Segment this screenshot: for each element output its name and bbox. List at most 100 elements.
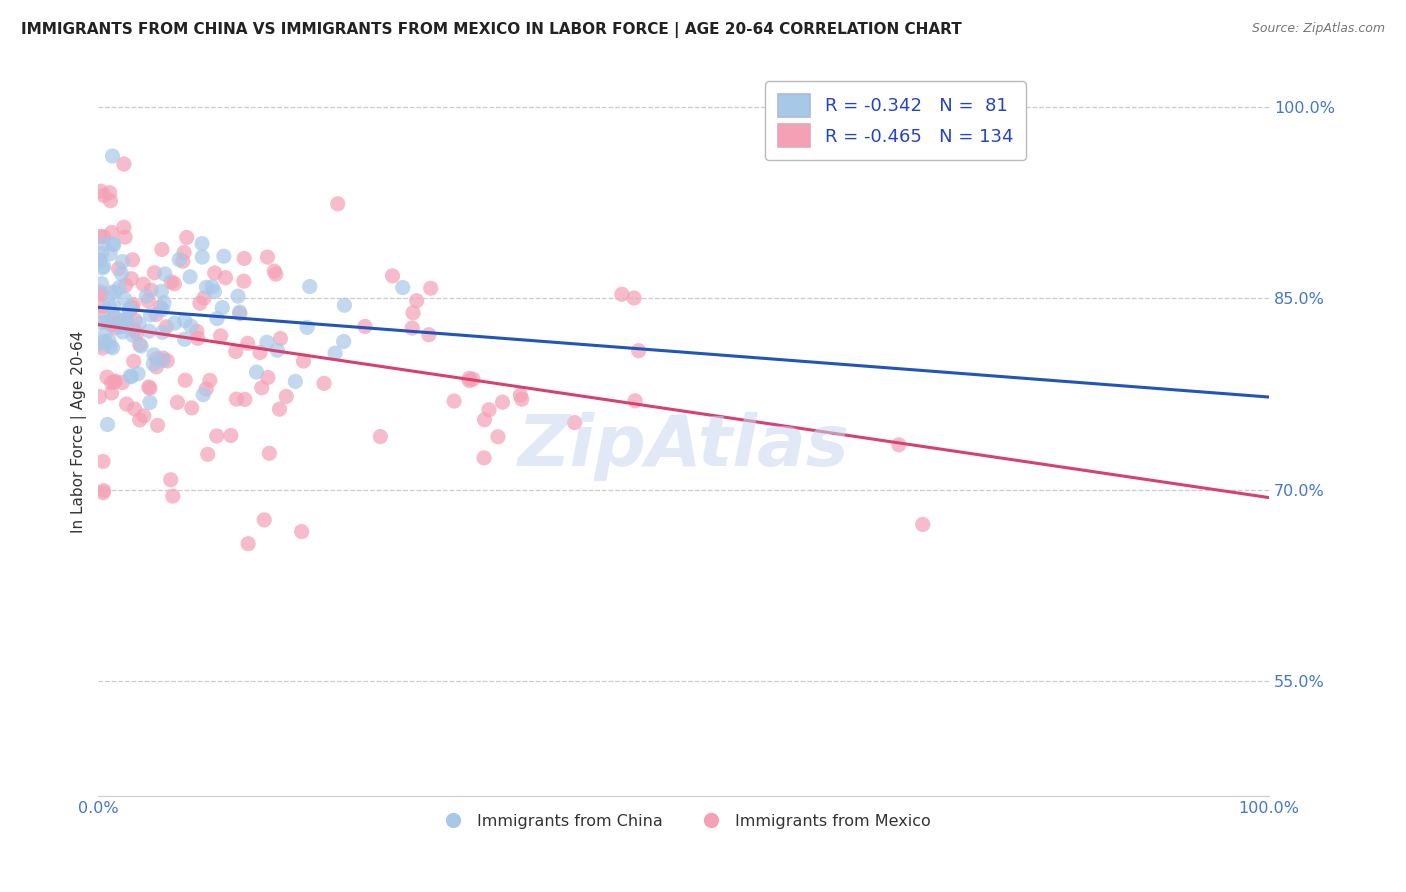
Immigrants from Mexico (110, 317, 132, 331)
Immigrants from Mexico (93, 229, 115, 244)
Immigrants from China (226, 289, 249, 303)
Immigrants from Mexico (214, 270, 236, 285)
Immigrants from China (93, 260, 115, 274)
Immigrants from China (298, 279, 321, 293)
Immigrants from China (139, 395, 162, 409)
Immigrants from Mexico (136, 293, 159, 308)
Immigrants from China (118, 302, 141, 317)
Immigrants from Mexico (89, 229, 111, 244)
Immigrants from China (142, 348, 165, 362)
Immigrants from China (110, 267, 132, 281)
Immigrants from China (89, 337, 111, 351)
Immigrants from Mexico (98, 186, 121, 200)
Immigrants from Mexico (89, 285, 111, 299)
Immigrants from Mexico (121, 252, 143, 267)
Immigrants from Mexico (124, 313, 146, 327)
Immigrants from China (122, 328, 145, 343)
Immigrants from Mexico (418, 327, 440, 342)
Immigrants from Mexico (623, 291, 645, 305)
Immigrants from Mexico (236, 336, 259, 351)
Immigrants from China (202, 285, 225, 299)
Immigrants from China (127, 367, 149, 381)
Immigrants from Mexico (204, 266, 226, 280)
Immigrants from China (153, 295, 176, 310)
Immigrants from Mexico (478, 402, 501, 417)
Immigrants from China (195, 280, 218, 294)
Immigrants from Mexico (368, 429, 391, 443)
Immigrants from Mexico (510, 392, 533, 406)
Immigrants from China (111, 325, 134, 339)
Immigrants from Mexico (96, 370, 118, 384)
Immigrants from Mexico (238, 537, 260, 551)
Immigrants from Mexico (509, 388, 531, 402)
Immigrants from Mexico (139, 283, 162, 297)
Immigrants from China (191, 250, 214, 264)
Immigrants from Mexico (187, 331, 209, 345)
Text: Source: ZipAtlas.com: Source: ZipAtlas.com (1251, 22, 1385, 36)
Immigrants from Mexico (138, 380, 160, 394)
Immigrants from Mexico (122, 297, 145, 311)
Immigrants from Mexico (93, 188, 115, 202)
Immigrants from Mexico (162, 489, 184, 503)
Immigrants from Mexico (112, 220, 135, 235)
Immigrants from China (150, 285, 173, 299)
Immigrants from China (129, 339, 152, 353)
Immigrants from China (163, 316, 186, 330)
Immigrants from Mexico (276, 389, 298, 403)
Immigrants from Mexico (121, 301, 143, 315)
Immigrants from China (118, 301, 141, 316)
Immigrants from Mexico (114, 313, 136, 327)
Immigrants from Mexico (292, 354, 315, 368)
Immigrants from China (94, 315, 117, 329)
Immigrants from Mexico (401, 321, 423, 335)
Immigrants from Mexico (624, 393, 647, 408)
Immigrants from China (191, 236, 214, 251)
Immigrants from Mexico (232, 274, 254, 288)
Immigrants from Mexico (145, 308, 167, 322)
Immigrants from China (284, 375, 307, 389)
Immigrants from China (211, 301, 233, 315)
Immigrants from Mexico (257, 370, 280, 384)
Immigrants from China (108, 280, 131, 294)
Immigrants from China (112, 312, 135, 326)
Immigrants from Mexico (229, 307, 252, 321)
Immigrants from China (103, 237, 125, 252)
Immigrants from China (93, 334, 115, 348)
Immigrants from China (104, 285, 127, 299)
Immigrants from Mexico (419, 281, 441, 295)
Immigrants from China (103, 300, 125, 314)
Immigrants from Mexico (104, 310, 127, 325)
Immigrants from China (114, 292, 136, 306)
Immigrants from Mexico (249, 345, 271, 359)
Immigrants from China (332, 334, 354, 349)
Immigrants from Mexico (911, 517, 934, 532)
Immigrants from Mexico (91, 299, 114, 313)
Immigrants from Mexico (160, 275, 183, 289)
Immigrants from China (103, 310, 125, 324)
Immigrants from Mexico (269, 402, 291, 417)
Immigrants from China (101, 341, 124, 355)
Immigrants from China (112, 319, 135, 334)
Immigrants from Mexico (152, 351, 174, 365)
Immigrants from China (173, 313, 195, 327)
Immigrants from China (201, 279, 224, 293)
Immigrants from Mexico (104, 374, 127, 388)
Immigrants from Mexico (326, 197, 349, 211)
Immigrants from China (169, 252, 191, 267)
Immigrants from Mexico (155, 319, 177, 334)
Immigrants from China (266, 343, 288, 358)
Immigrants from Mexico (253, 513, 276, 527)
Immigrants from China (94, 327, 117, 342)
Immigrants from Mexico (269, 332, 291, 346)
Immigrants from China (150, 302, 173, 317)
Immigrants from Mexico (125, 326, 148, 341)
Immigrants from Mexico (146, 418, 169, 433)
Immigrants from Mexico (402, 306, 425, 320)
Immigrants from Mexico (166, 395, 188, 409)
Immigrants from Mexico (139, 381, 162, 395)
Immigrants from Mexico (887, 438, 910, 452)
Immigrants from Mexico (172, 254, 194, 268)
Immigrants from Mexico (159, 473, 181, 487)
Immigrants from China (96, 315, 118, 329)
Immigrants from China (128, 317, 150, 331)
